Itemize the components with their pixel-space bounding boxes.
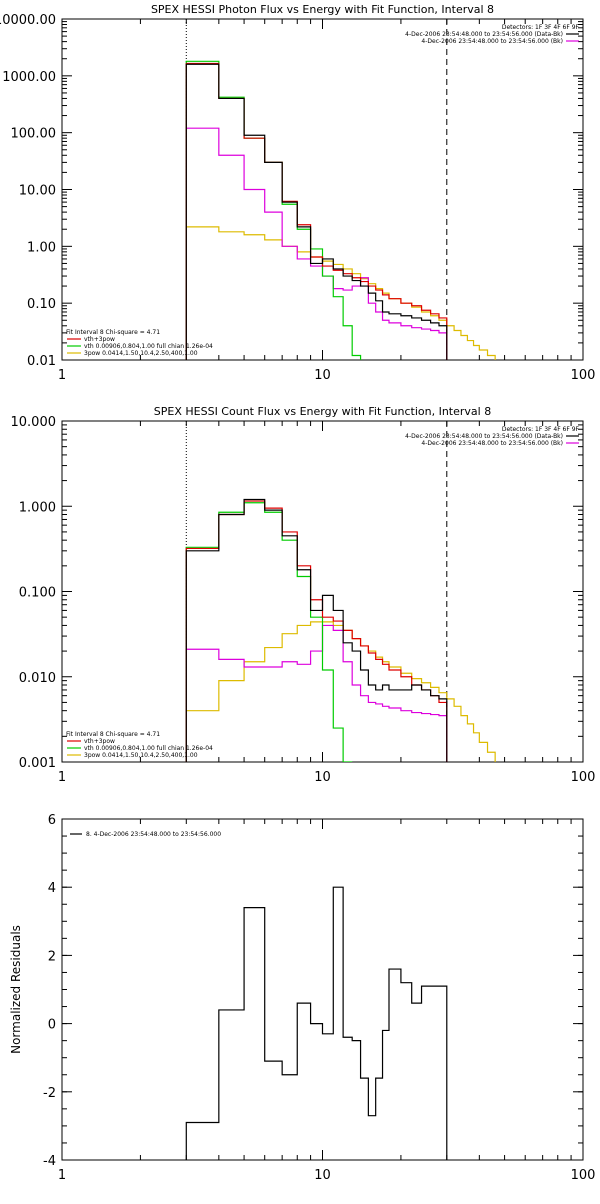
series-line-5 bbox=[185, 226, 496, 360]
x-tick-label: 10 bbox=[314, 1168, 331, 1183]
legend-left-entry: 8. 4-Dec-2006 23:54:48.000 to 23:54:56.0… bbox=[86, 831, 221, 838]
legend-left-entry: 3pow 0.0414,1.50,10.4,2.50,400,1.00 bbox=[84, 350, 198, 357]
legend-left-entry: Fit Interval 8 Chi-square = 4.71 bbox=[66, 329, 160, 336]
legend-right-entry: 4-Dec-2006 23:54:48.000 to 23:54:56.000 … bbox=[405, 31, 563, 38]
series-line-1 bbox=[185, 886, 448, 1160]
legend-left-entry: vth+3pow bbox=[84, 738, 115, 745]
legend-left-entry: Fit Interval 8 Chi-square = 4.71 bbox=[66, 731, 160, 738]
y-tick-label: 10.00 bbox=[19, 184, 56, 199]
series-line-2 bbox=[185, 500, 448, 762]
plot-frame bbox=[61, 420, 584, 763]
plot-frame bbox=[61, 818, 584, 1161]
y-tick-label: -4 bbox=[43, 1154, 56, 1169]
x-tick-label: 1 bbox=[58, 770, 66, 785]
y-tick-label: 0.10 bbox=[27, 297, 56, 312]
chart-1: SPEX HESSI Photon Flux vs Energy with Fi… bbox=[0, 3, 595, 383]
y-tick-label: 1000.00 bbox=[2, 70, 56, 85]
x-tick-label: 1 bbox=[58, 368, 66, 383]
series-line-4 bbox=[185, 624, 448, 762]
series-line-5 bbox=[185, 621, 496, 762]
y-tick-label: 1.000 bbox=[19, 500, 56, 515]
y-tick-label: 10.000 bbox=[11, 415, 57, 430]
chart-2: SPEX HESSI Count Flux vs Energy with Fit… bbox=[11, 405, 596, 785]
legend-left-entry: vth 0.00906,0.804,1.00 full chian 1.26e-… bbox=[84, 343, 213, 350]
x-tick-label: 100 bbox=[571, 770, 596, 785]
y-tick-label: 100.00 bbox=[11, 127, 57, 142]
legend-right-entry: 4-Dec-2006 23:54:48.000 to 23:54:56.000 … bbox=[421, 440, 563, 447]
x-tick-label: 10 bbox=[314, 770, 331, 785]
x-tick-label: 1 bbox=[58, 1168, 66, 1183]
y-tick-label: -2 bbox=[43, 1086, 56, 1101]
series-line-3 bbox=[185, 60, 362, 360]
y-axis-label: Normalized Residuals bbox=[9, 925, 23, 1054]
series-line-4 bbox=[185, 127, 448, 360]
y-tick-label: 0.01 bbox=[27, 354, 56, 369]
y-tick-label: 1.00 bbox=[27, 240, 56, 255]
x-tick-label: 10 bbox=[314, 368, 331, 383]
y-tick-label: 0 bbox=[48, 1018, 56, 1033]
x-tick-label: 100 bbox=[571, 1168, 596, 1183]
legend-left-entry: vth 0.00906,0.804,1.00 full chian 1.26e-… bbox=[84, 745, 213, 752]
y-tick-label: 0.010 bbox=[19, 671, 56, 686]
legend-left-entry: 3pow 0.0414,1.50,10.4,2.50,400,1.00 bbox=[84, 752, 198, 759]
legend-left-entry: vth+3pow bbox=[84, 336, 115, 343]
y-tick-label: 2 bbox=[48, 949, 56, 964]
chart-title: SPEX HESSI Count Flux vs Energy with Fit… bbox=[154, 405, 491, 418]
chart-3: Normalized Residuals 1 10 100 -4 -2 0 2 4 6 8. 4-D… bbox=[9, 813, 595, 1183]
y-tick-label: 10000.00 bbox=[0, 13, 56, 28]
y-tick-label: 0.100 bbox=[19, 586, 56, 601]
plot-frame bbox=[61, 18, 584, 361]
series-line-1 bbox=[185, 63, 448, 360]
series-line-1 bbox=[185, 498, 448, 762]
legend-right-entry: Detectors: 1F 3F 4F 6F 9F bbox=[502, 426, 580, 433]
x-tick-label: 100 bbox=[571, 368, 596, 383]
y-tick-label: 6 bbox=[48, 813, 56, 828]
chart-title: SPEX HESSI Photon Flux vs Energy with Fi… bbox=[151, 3, 494, 16]
y-tick-label: 4 bbox=[48, 881, 56, 896]
y-tick-label: 0.001 bbox=[19, 756, 56, 771]
legend-right-entry: 4-Dec-2006 23:54:48.000 to 23:54:56.000 … bbox=[405, 433, 563, 440]
series-line-3 bbox=[185, 502, 353, 762]
legend-right-entry: 4-Dec-2006 23:54:48.000 to 23:54:56.000 … bbox=[421, 38, 563, 45]
legend-right-entry: Detectors: 1F 3F 4F 6F 9F bbox=[502, 24, 580, 31]
